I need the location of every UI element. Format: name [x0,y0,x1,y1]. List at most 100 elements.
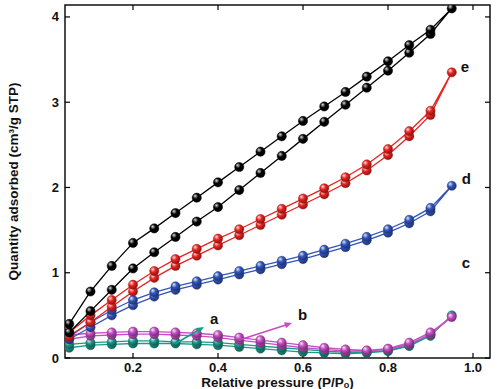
chart: 0.20.40.60.81.001234Relative pressure (P… [0,0,500,389]
data-point [383,225,392,234]
series-line [69,317,452,351]
y-tick-right [485,272,490,273]
data-point [213,202,222,211]
data-point [383,345,392,354]
data-point [235,162,244,171]
y-tick [65,187,70,188]
x-tick [217,353,218,358]
data-point [277,151,286,160]
data-point [65,328,74,337]
x-tick [472,353,473,358]
y-tick-right [485,16,490,17]
y-tick-label: 2 [52,180,59,195]
data-point [426,328,435,337]
data-point [383,344,392,353]
series-label: e [461,58,469,75]
data-point [192,217,201,226]
data-point [277,338,286,347]
data-point [341,100,350,109]
data-point [213,234,222,243]
series-line [69,8,452,332]
data-point [256,214,265,223]
x-tick [132,353,133,358]
series-label: d [462,170,471,187]
y-tick-right [485,357,490,358]
y-tick-label: 3 [52,95,59,110]
y-axis-label: Quantity adsorbed (cm³/g STP) [6,82,21,280]
data-point [320,117,329,126]
data-point [150,327,159,336]
data-point [341,239,350,248]
data-point [256,335,265,344]
series-line [69,315,452,353]
x-tick-label: 0.8 [379,360,397,375]
series-line [69,72,452,336]
x-tick-top [132,5,133,10]
data-point [171,328,180,337]
data-point [362,72,371,81]
y-tick-right [485,187,490,188]
data-point [277,256,286,265]
data-point [383,144,392,153]
x-tick-label: 0.6 [294,360,312,375]
data-point [107,285,116,294]
x-tick-top [302,5,303,10]
x-axis-label: Relative pressure (P/Pₒ) [201,375,354,389]
data-point [192,277,201,286]
data-point [256,147,265,156]
y-tick-label: 1 [52,265,59,280]
data-point [128,327,137,336]
annotation-arrowhead [196,327,204,333]
data-point [256,168,265,177]
data-point [320,102,329,111]
data-point [383,57,392,66]
data-point [405,215,414,224]
x-tick-top [387,5,388,10]
data-point [447,312,456,321]
data-point [405,127,414,136]
data-point [320,245,329,254]
data-point [65,319,74,328]
data-point [320,184,329,193]
data-point [447,5,456,13]
series-line [69,186,452,339]
annotation-arrow [239,324,288,340]
data-point [213,330,222,339]
data-point [405,338,414,347]
y-tick-label: 0 [52,351,59,366]
data-point [235,225,244,234]
x-tick-label: 1.0 [464,360,482,375]
data-point [362,232,371,241]
data-point [298,251,307,260]
series-label: b [298,306,307,323]
data-point [298,134,307,143]
data-point [86,307,95,316]
data-point [65,328,74,337]
series-label: c [462,254,470,271]
x-tick-top [472,5,473,10]
data-point [320,343,329,352]
data-point [86,287,95,296]
y-tick [65,357,70,358]
series-label: a [210,310,219,327]
annotation-arrowhead [284,322,292,328]
data-point [213,272,222,281]
data-point [298,194,307,203]
data-point [362,347,371,356]
x-tick-top [217,5,218,10]
data-point [235,266,244,275]
data-point [171,232,180,241]
data-point [426,106,435,115]
data-point [405,40,414,49]
data-point [192,193,201,202]
data-point [362,346,371,355]
y-tick-right [485,102,490,103]
data-point [171,208,180,217]
annotation-arrow [176,329,201,344]
data-point [277,204,286,213]
data-point [426,203,435,212]
data-point [235,185,244,194]
data-point [150,288,159,297]
data-point [362,83,371,92]
data-point [362,160,371,169]
